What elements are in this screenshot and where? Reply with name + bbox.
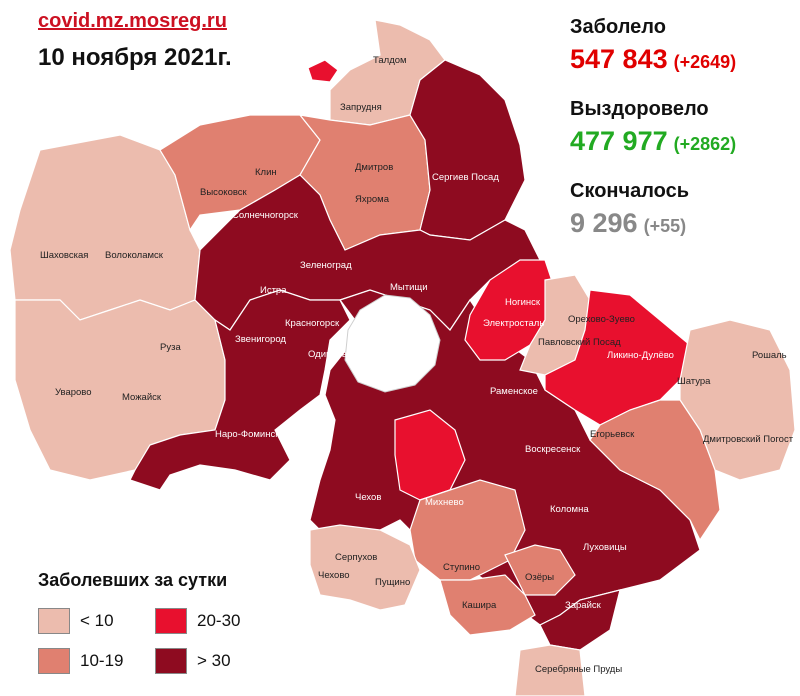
- legend-swatch: [38, 648, 70, 674]
- town-label: Чехов: [355, 492, 381, 503]
- infected-value: 547 843 (+2649): [570, 44, 736, 75]
- deaths-label: Скончалось: [570, 180, 690, 202]
- town-label: Зарайск: [565, 600, 602, 611]
- recovered-label: Выздоровело: [570, 98, 709, 120]
- deaths-delta: (+55): [643, 216, 687, 236]
- legend-item-10-19: 10-19: [38, 648, 123, 674]
- town-label: Дмитровский Погост: [703, 434, 794, 445]
- legend-item-gt30: > 30: [155, 648, 231, 674]
- legend-item-20-30: 20-30: [155, 608, 240, 634]
- town-label: Дмитров: [355, 162, 393, 173]
- town-label: Солнечногорск: [232, 210, 299, 221]
- town-label: Ногинск: [505, 297, 541, 308]
- infected-total: 547 843: [570, 44, 668, 74]
- town-label: Мытищи: [390, 282, 428, 293]
- moscow-city: [344, 294, 441, 393]
- legend-label: 20-30: [197, 611, 241, 630]
- town-label: Серпухов: [335, 552, 377, 563]
- infected-delta: (+2649): [673, 52, 737, 72]
- infected-label: Заболело: [570, 16, 666, 38]
- town-label: Наро-Фоминск: [215, 429, 280, 440]
- town-label: Талдом: [373, 55, 407, 66]
- town-label: Коломна: [550, 504, 589, 515]
- town-label: Истра: [260, 285, 287, 296]
- town-label: Пущино: [375, 577, 410, 588]
- town-label: Воскресенск: [525, 444, 581, 455]
- town-label: Красногорск: [285, 318, 340, 329]
- district-egorievsk: [589, 399, 721, 542]
- town-label: Ступино: [443, 562, 480, 573]
- town-label: Руза: [160, 342, 181, 353]
- district-sergiev-posad: [409, 59, 526, 241]
- town-label: Одинцово: [308, 349, 352, 360]
- town-label: Орехово-Зуево: [568, 314, 635, 325]
- town-label: Серебряные Пруды: [535, 664, 622, 675]
- town-label: Клин: [255, 167, 277, 178]
- town-label: Шаховская: [40, 250, 88, 261]
- deaths-total: 9 296: [570, 208, 638, 238]
- legend-swatch: [38, 608, 70, 634]
- district-serebryanye-prudy: [514, 644, 586, 696]
- legend-title: Заболевших за сутки: [38, 570, 228, 590]
- town-label: Волоколамск: [105, 250, 164, 261]
- town-label: Электросталь: [483, 318, 544, 329]
- legend-label: > 30: [197, 651, 231, 670]
- report-date: 10 ноября 2021г.: [38, 44, 232, 71]
- legend-swatch: [155, 648, 187, 674]
- town-label: Павловский Посад: [538, 337, 621, 348]
- district-kashira: [439, 574, 536, 636]
- town-label: Уварово: [55, 387, 92, 398]
- town-label: Шатура: [677, 376, 711, 387]
- town-label: Запрудня: [340, 102, 382, 113]
- town-label: Озёры: [525, 572, 554, 583]
- town-labels: Талдом Запрудня Клин Высоковск Дмитров Я…: [40, 55, 794, 675]
- district-dubna: [307, 59, 339, 83]
- town-label: Чехово: [318, 570, 350, 581]
- deaths-value: 9 296 (+55): [570, 208, 686, 239]
- town-label: Можайск: [122, 392, 162, 403]
- town-label: Луховицы: [583, 542, 627, 553]
- legend-swatch: [155, 608, 187, 634]
- district-central-west: [129, 289, 351, 491]
- town-label: Звенигород: [235, 334, 286, 345]
- town-label: Михнево: [425, 497, 464, 508]
- town-label: Высоковск: [200, 187, 248, 198]
- town-label: Сергиев Посад: [432, 172, 499, 183]
- town-label: Ликино-Дулёво: [607, 350, 674, 361]
- town-label: Кашира: [462, 600, 497, 611]
- district-serpukhov: [309, 524, 421, 611]
- town-label: Егорьевск: [590, 429, 635, 440]
- source-link[interactable]: covid.mz.mosreg.ru: [38, 10, 227, 32]
- town-label: Рошаль: [752, 350, 787, 361]
- town-label: Яхрома: [355, 194, 390, 205]
- legend-label: 10-19: [80, 651, 124, 670]
- town-label: Зеленоград: [300, 260, 352, 271]
- legend-label: < 10: [80, 611, 114, 630]
- legend-item-lt10: < 10: [38, 608, 114, 634]
- recovered-value: 477 977 (+2862): [570, 126, 736, 157]
- town-label: Раменское: [490, 386, 538, 397]
- recovered-total: 477 977: [570, 126, 668, 156]
- recovered-delta: (+2862): [673, 134, 737, 154]
- district-shatura: [679, 319, 796, 481]
